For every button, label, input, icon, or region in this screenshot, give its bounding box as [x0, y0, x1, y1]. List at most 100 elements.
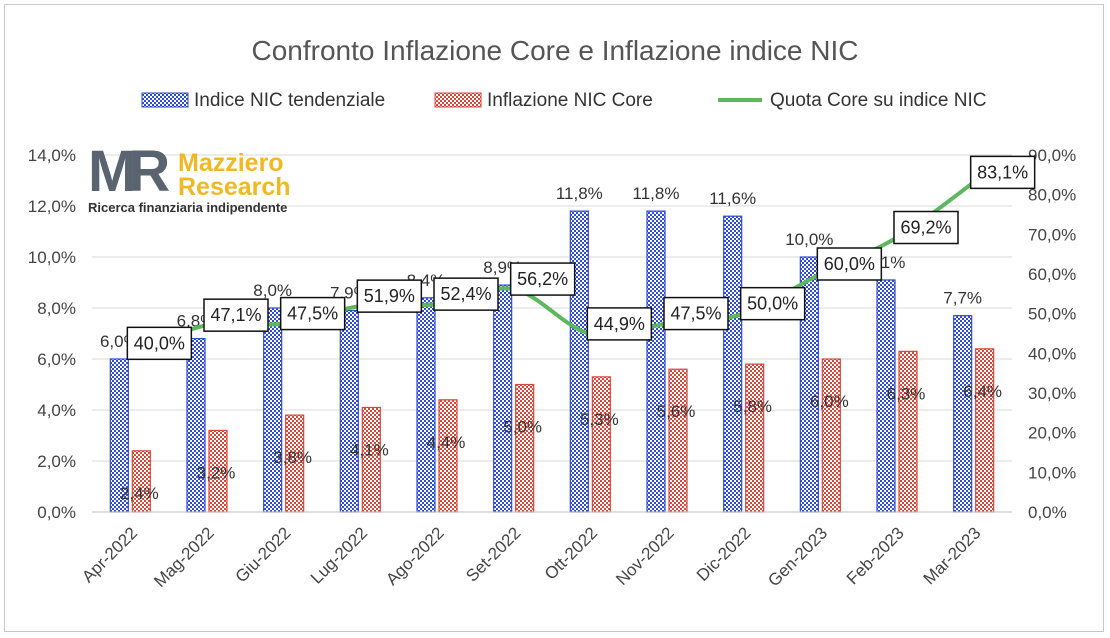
- line-label-box: [279, 296, 346, 331]
- line-point-label: 40,0%: [126, 326, 193, 361]
- y-right-tick-label: 40,0%: [1028, 344, 1076, 363]
- line-point-label: 44,9%: [586, 307, 653, 341]
- y-left-tick-label: 6,0%: [37, 350, 76, 369]
- bars: [109, 210, 995, 513]
- bar-core: [515, 383, 535, 513]
- bar-nic: [569, 210, 589, 513]
- logo-name-line1: Mazziero: [178, 149, 284, 177]
- bar-nic: [953, 315, 973, 513]
- line-label-box: [126, 326, 193, 361]
- line-label-box: [203, 298, 269, 332]
- line-label-box: [356, 279, 423, 313]
- x-tick-label: Feb-2023: [843, 523, 908, 588]
- chart-frame: [4, 4, 1104, 632]
- line-point-label: 83,1%: [969, 155, 1036, 190]
- y-left-tick-label: 0,0%: [37, 503, 76, 522]
- x-tick-label: Dic-2022: [693, 523, 755, 585]
- bar-core: [898, 350, 918, 513]
- y-left-tick-label: 10,0%: [28, 248, 76, 267]
- x-tick-label: Ago-2022: [382, 523, 448, 589]
- x-tick-label: Nov-2022: [612, 523, 678, 589]
- logo-name-line2: Research: [178, 173, 291, 201]
- y-right-tick-label: 10,0%: [1028, 463, 1076, 482]
- bar-core-label: 4,4%: [427, 433, 466, 452]
- line-point-label: 60,0%: [816, 247, 883, 281]
- bar-nic: [493, 284, 513, 513]
- y-right-tick-label: 80,0%: [1028, 186, 1076, 205]
- y-axis-right: 0,0% 10,0% 20,0% 30,0% 40,0% 50,0% 60,0% 70,0% 8…: [1028, 146, 1076, 522]
- x-tick-label: Mar-2023: [920, 523, 985, 588]
- bar-nic: [339, 309, 359, 513]
- mazziero-research-logo: MR Mazziero Research Ricerca finanziaria…: [86, 142, 301, 222]
- bar-nic-label: 11,8%: [556, 184, 603, 203]
- line-label-text: 52,4%: [440, 284, 491, 304]
- y-right-tick-label: 90,0%: [1028, 146, 1076, 165]
- bar-core-label: 6,4%: [963, 382, 1002, 401]
- bar-core: [438, 399, 458, 513]
- line-point-label: 47,1%: [203, 298, 269, 332]
- line-label-box: [893, 210, 959, 245]
- legend-swatch: [434, 92, 482, 108]
- y-left-tick-label: 14,0%: [28, 146, 76, 165]
- line-label-text: 83,1%: [977, 162, 1028, 182]
- logo-mark: MR: [88, 139, 170, 204]
- legend-item: Quota Core su indice NIC: [718, 90, 987, 111]
- x-tick-label: Apr-2022: [78, 523, 141, 586]
- y-left-tick-label: 2,0%: [37, 452, 76, 471]
- bar-core: [361, 406, 381, 513]
- bar-core-label: 5,0%: [503, 418, 542, 437]
- y-right-tick-label: 0,0%: [1028, 503, 1067, 522]
- line-label-text: 60,0%: [824, 254, 875, 274]
- y-left-tick-label: 8,0%: [37, 299, 76, 318]
- y-left-tick-label: 4,0%: [37, 401, 76, 420]
- bar-core-label: 6,3%: [887, 384, 926, 403]
- chart-title: Confronto Inflazione Core e Inflazione i…: [251, 35, 858, 66]
- x-tick-label: Ott-2022: [541, 523, 601, 583]
- bar-nic: [646, 210, 666, 513]
- bar-nic: [186, 338, 206, 513]
- y-right-tick-label: 60,0%: [1028, 265, 1076, 284]
- bar-core-label: 2,4%: [120, 484, 159, 503]
- line-label-box: [509, 262, 576, 296]
- y-right-tick-label: 20,0%: [1028, 424, 1076, 443]
- line-label-text: 69,2%: [900, 218, 951, 238]
- line-label-text: 47,5%: [287, 304, 338, 324]
- bar-core: [668, 368, 688, 513]
- line-label-box: [433, 277, 499, 311]
- x-tick-label: Lug-2022: [307, 523, 371, 587]
- line-label-text: 47,1%: [210, 305, 261, 325]
- bar-core-label: 5,3%: [580, 410, 619, 429]
- x-tick-label: Giu-2022: [232, 523, 295, 586]
- legend-label: Inflazione NIC Core: [487, 90, 653, 111]
- bar-core-label: 4,1%: [350, 440, 389, 459]
- logo-tagline: Ricerca finanziaria indipendente: [88, 200, 288, 215]
- legend-item: Indice NIC tendenziale: [141, 90, 385, 111]
- bar-core-label: 3,2%: [197, 463, 236, 482]
- line-label-box: [969, 155, 1036, 190]
- line-label-text: 44,9%: [594, 314, 645, 334]
- legend-swatch: [141, 92, 189, 108]
- line-point-label: 50,0%: [739, 286, 806, 321]
- line-label-text: 50,0%: [747, 294, 798, 314]
- line-point-label: 52,4%: [433, 277, 499, 311]
- bar-core-label: 6,0%: [810, 392, 849, 411]
- line-point-label: 47,5%: [279, 296, 346, 331]
- bar-core-label: 5,6%: [657, 402, 696, 421]
- bar-core: [745, 363, 765, 513]
- line-label-box: [739, 286, 806, 321]
- x-tick-label: Mag-2022: [150, 523, 218, 591]
- bar-nic: [723, 215, 743, 513]
- bar-labels: 6,0%6,8%8,0% 7,9%8,4%8,9%11,8% 11,8% 11,6%1…: [100, 184, 1002, 503]
- line-labels: 40,0% 47,1% 47,5% 51,9% 52,4% 56,2% 44,9% 47,5%…: [126, 155, 1036, 361]
- bar-core: [975, 348, 995, 513]
- line-point-label: 51,9%: [356, 279, 423, 313]
- bar-nic-label: 11,8%: [633, 184, 680, 203]
- y-right-tick-label: 50,0%: [1028, 305, 1076, 324]
- line-point-label: 69,2%: [893, 210, 959, 245]
- legend-label: Quota Core su indice NIC: [770, 90, 987, 111]
- line-label-text: 47,5%: [670, 304, 721, 324]
- x-axis: Apr-2022 Mag-2022 Giu-2022 Lug-2022 Ago-2022…: [78, 511, 1012, 591]
- bar-core: [131, 450, 151, 513]
- legend-item: Inflazione NIC Core: [434, 90, 653, 111]
